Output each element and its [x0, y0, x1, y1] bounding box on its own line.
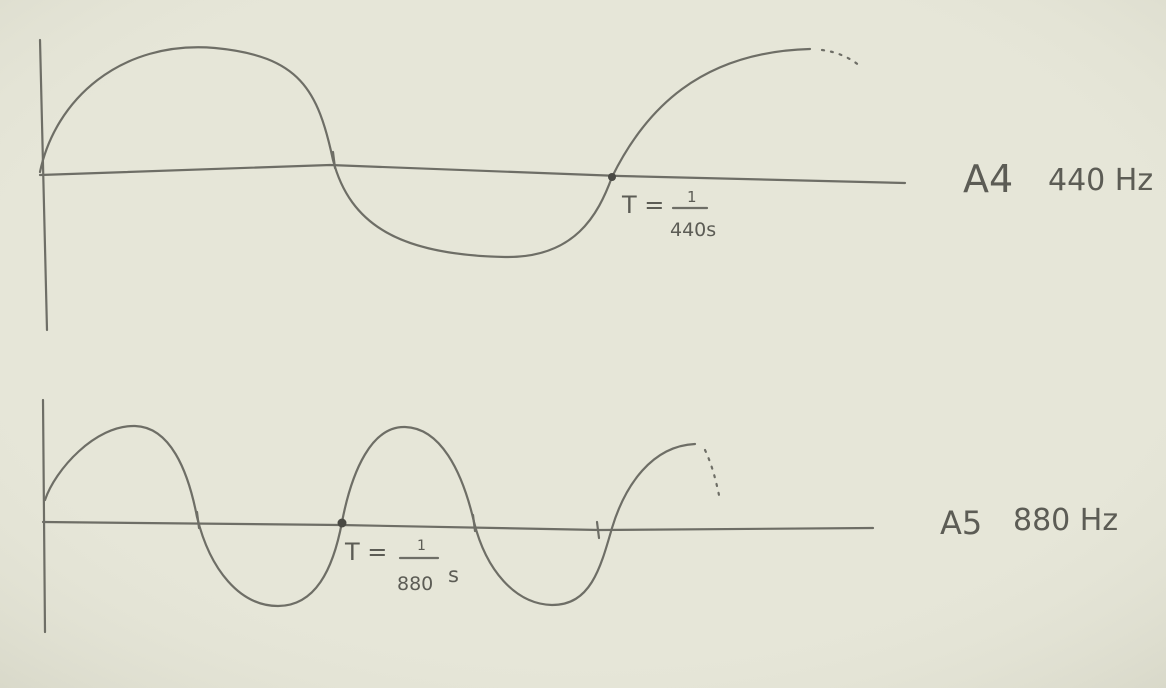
a5-period-marker — [337, 518, 347, 528]
a4-vertical-axis — [38, 38, 49, 332]
a5-crossing-tick-3 — [595, 520, 601, 540]
a4-period-marker — [608, 173, 616, 181]
a4-time-axis — [38, 163, 907, 185]
a4-note-label: A4 — [963, 157, 1013, 201]
wave-a4-group: T = 1 440s A4 440 Hz — [38, 38, 1153, 332]
a5-period-numerator: 1 — [417, 538, 426, 554]
wave-a5-group: T = 1 880 s A5 880 Hz — [41, 398, 1118, 634]
a5-period-unit: s — [448, 563, 459, 587]
a4-frequency-label: 440 Hz — [1048, 163, 1153, 198]
a5-crossing-tick-2 — [471, 513, 477, 533]
a5-note-label: A5 — [940, 504, 982, 542]
a5-period-denominator: 880 — [397, 573, 433, 595]
a5-waveform — [43, 424, 697, 608]
a5-continuation-dots — [703, 448, 722, 502]
a5-time-axis — [41, 520, 875, 532]
a5-frequency-label: 880 Hz — [1013, 503, 1118, 538]
a5-vertical-axis — [41, 398, 47, 634]
a4-waveform — [38, 46, 812, 259]
a4-crossing-tick — [331, 150, 337, 170]
a5-period-prefix: T = — [344, 538, 387, 566]
a4-continuation-dots — [820, 48, 862, 68]
a4-period-denominator: 440s — [670, 219, 716, 241]
a4-period-prefix: T = — [621, 191, 664, 219]
a4-period-numerator: 1 — [687, 188, 697, 206]
a5-crossing-tick-1 — [195, 510, 201, 530]
